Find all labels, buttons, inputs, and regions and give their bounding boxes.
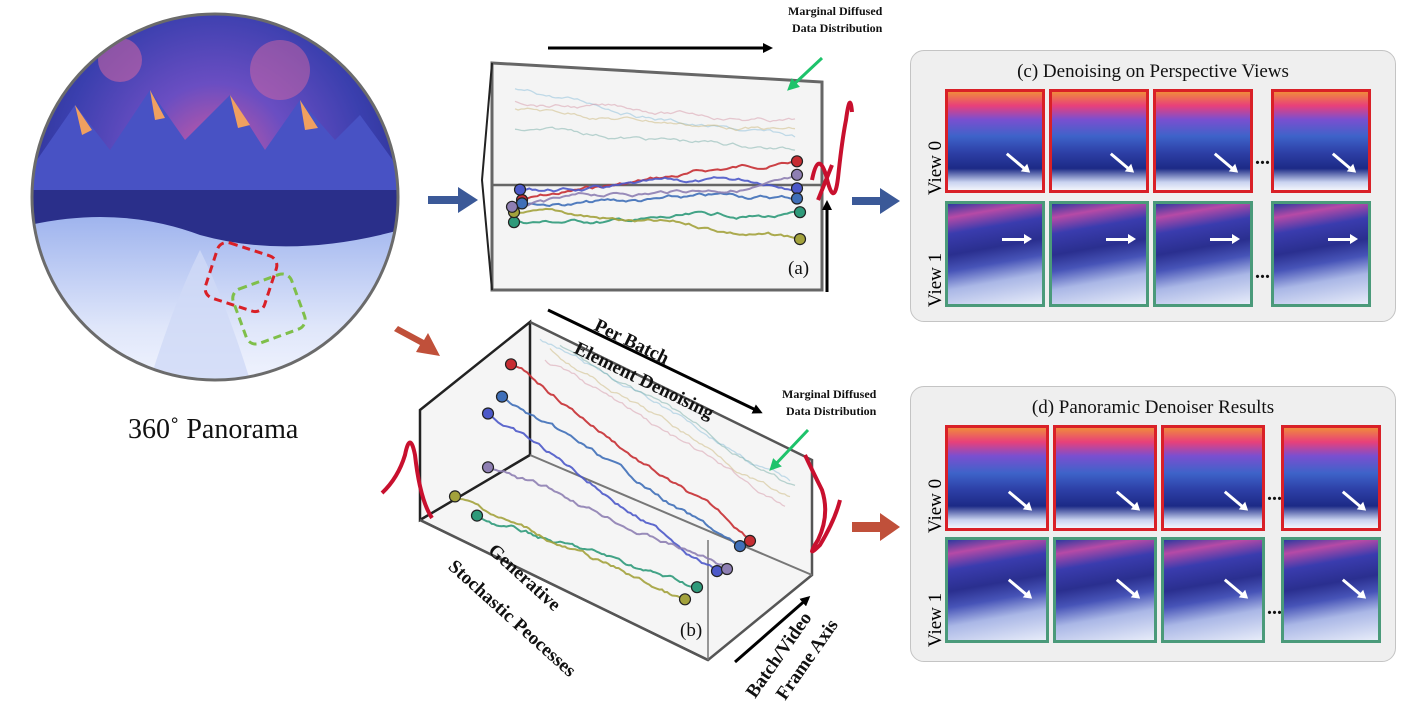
frame-d-v0-1 [945,425,1049,531]
sample-path [514,100,796,123]
marginal-label-bottom-1: Marginal Diffused [782,387,877,401]
frame-d-v1-2 [1053,537,1157,643]
sample-path [514,107,796,132]
sample-path [510,363,751,542]
ellipsis-c-v0: ... [1255,147,1270,169]
marginal-label-top-1: Marginal Diffused [788,4,883,18]
sample-dot [720,562,734,576]
subfig-a-label: (a) [788,258,810,279]
frame-d-v1-4 [1281,537,1381,643]
panel-d-view1-label: View 1 [925,592,947,648]
process-box-a [480,61,824,292]
sample-dot [505,200,519,213]
sample-dot [504,358,518,371]
subfig-b-label: (b) [680,620,703,641]
arrow-b-to-d [852,513,900,541]
arrow-a-to-c [852,188,900,214]
sample-path [476,514,698,589]
panel-c-view0-label: View 0 [925,140,947,196]
frame-d-v1-3 [1161,537,1265,643]
sample-path [487,412,718,572]
sample-dot [515,197,529,210]
marginal-curve-b [803,454,842,554]
sample-dot [481,407,495,420]
marginal-curve-b-left [380,440,434,520]
sample-dot [743,534,757,548]
sample-path [544,359,786,507]
sample-dot [790,192,804,205]
sample-paths-a [511,88,801,241]
sample-path [454,495,686,601]
frame-c-v1-3 [1153,201,1253,307]
frame-c-v0-2 [1049,89,1149,193]
sample-dot [790,155,804,168]
panel-c-title: (c) Denoising on Perspective Views [1017,61,1289,82]
sample-dot [495,390,509,403]
frame-d-v1-1 [945,537,1049,643]
sample-dot [793,206,807,219]
sample-dot [690,581,704,594]
sample-path [539,338,791,482]
frame-c-v0-4 [1271,89,1371,193]
sample-path [514,88,796,138]
panel-d-view0-label: View 0 [925,478,947,534]
panel-d: (d) Panoramic Denoiser Results View 0 Vi… [910,386,1396,662]
green-arrow-a [787,56,824,91]
sample-dot [507,216,521,229]
sample-path [559,344,796,487]
ellipsis-d-v0: ... [1267,483,1282,505]
frame-d-v0-2 [1053,425,1157,531]
sample-dot [470,509,484,522]
frame-d-v0-3 [1161,425,1265,531]
frame-c-v0-3 [1153,89,1253,193]
sample-dot [513,183,527,196]
sample-dots-b [448,358,757,606]
sample-dots-a [505,155,807,246]
sample-path [511,173,798,208]
sample-dot [733,539,747,553]
marginal-label-top-2: Data Distribution [792,21,883,35]
ellipsis-d-v1: ... [1267,597,1282,619]
frame-c-v1-1 [945,201,1045,307]
arrow-panorama-to-a [428,187,478,213]
panorama-disc [30,12,400,382]
sample-dot [710,564,724,578]
marginal-curve-a [810,100,854,196]
marginal-label-bottom-2: Data Distribution [786,404,877,418]
sample-path [513,210,801,225]
panorama-label: 360˚ Panorama [128,414,299,445]
sample-path [487,466,728,570]
sample-dot [790,168,804,181]
arrow-time-b [547,308,763,414]
sample-path [521,192,798,208]
sample-path [501,395,741,548]
frame-c-v1-4 [1271,201,1371,307]
sample-dot [790,182,804,195]
sample-path [514,126,796,151]
sample-path [513,207,801,241]
sample-path [549,348,791,498]
arrow-panorama-to-b [394,326,440,356]
panel-c: (c) Denoising on Perspective Views View … [910,50,1396,322]
frame-d-v0-4 [1281,425,1381,531]
arrow-batch-b [734,596,811,664]
sample-dot [481,461,495,474]
sample-paths-b [454,338,796,601]
frame-c-v1-2 [1049,201,1149,307]
sample-dot [448,490,462,503]
green-arrow-b [769,428,810,471]
ellipsis-c-v1: ... [1255,261,1270,283]
sample-dot [678,593,692,606]
panel-d-title: (d) Panoramic Denoiser Results [1031,397,1275,418]
sample-path [519,176,798,193]
frame-c-v0-1 [945,89,1045,193]
sample-dot [793,233,807,246]
panel-c-view1-label: View 1 [925,252,947,308]
